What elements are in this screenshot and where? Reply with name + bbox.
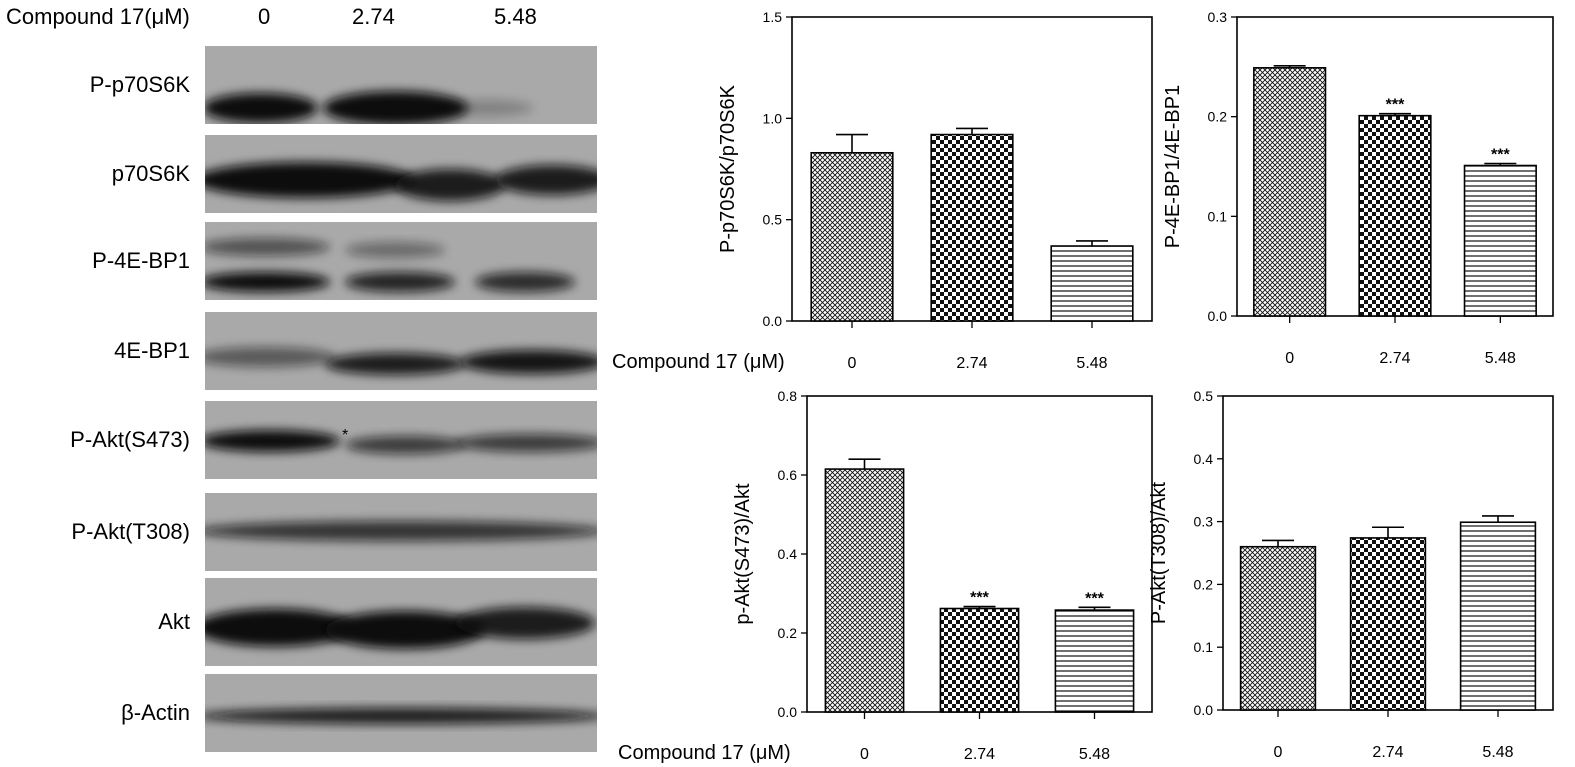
blot-strip	[205, 46, 597, 124]
bar	[1459, 521, 1537, 711]
y-tick-label: 0.0	[1194, 702, 1214, 718]
blot-band	[395, 169, 505, 201]
blot-band	[325, 353, 465, 375]
blot-strip	[205, 674, 597, 752]
significance-annotation: ***	[1386, 97, 1405, 114]
y-tick-label: 0.4	[778, 546, 798, 562]
bar	[930, 133, 1014, 322]
blot-row-label: p70S6K	[111, 161, 190, 186]
significance-annotation: ***	[1085, 590, 1104, 607]
y-tick-label: 0.0	[763, 313, 783, 329]
blot-band	[323, 91, 468, 124]
x-tick-label: 5.48	[1079, 746, 1110, 763]
blot-band	[495, 165, 597, 195]
significance-annotation: ***	[970, 590, 989, 607]
y-tick-label: 1.5	[763, 9, 783, 25]
y-tick-label: 1.0	[763, 110, 783, 126]
blot-band	[205, 347, 335, 367]
blot-lane-label: 5.48	[494, 4, 537, 29]
blot-band	[345, 436, 465, 454]
blot-row-label: P-Akt(S473)	[70, 427, 190, 452]
blot-row-label: 4E-BP1	[114, 338, 190, 363]
x-tick-label: 2.74	[964, 746, 995, 763]
blot-strip	[205, 578, 597, 666]
western-blot-panel: Compound 17(μM) 0 2.74 5.48 P-p70S6K p70S…	[0, 0, 610, 767]
x-tick-label: 2.74	[956, 355, 987, 372]
y-tick-label: 0.5	[763, 212, 783, 228]
blot-row-label: P-4E-BP1	[92, 248, 190, 273]
blot-row-label: β-Actin	[121, 700, 190, 725]
blot-band	[205, 162, 415, 198]
bar	[1463, 164, 1537, 317]
x-tick-label: 5.48	[1076, 355, 1107, 372]
blot-band	[205, 93, 318, 123]
x-tick-label: 5.48	[1482, 744, 1513, 761]
y-tick-label: 0.2	[1208, 109, 1228, 125]
bar	[824, 468, 905, 713]
x-tick-label: 2.74	[1379, 350, 1410, 367]
blot-lane-label: 0	[258, 4, 271, 29]
x-tick-label: 0	[1285, 350, 1294, 367]
y-tick-label: 0.4	[1194, 451, 1214, 467]
x-tick-label: 0	[1274, 744, 1283, 761]
blot-strip	[205, 401, 597, 479]
blot-band	[205, 521, 597, 541]
bar	[1253, 67, 1327, 317]
blot-band	[205, 238, 330, 256]
y-tick-label: 0.3	[1208, 9, 1228, 25]
bar	[1358, 114, 1432, 317]
blot-strip	[205, 222, 597, 300]
y-axis-label: P-4E-BP1/4E-BP1	[1162, 85, 1184, 248]
x-tick-label: 2.74	[1372, 744, 1403, 761]
y-tick-label: 0.2	[1194, 576, 1214, 592]
blot-row-label: P-p70S6K	[89, 72, 190, 97]
blot-band	[325, 610, 485, 649]
blot-band	[475, 272, 575, 292]
bar	[810, 151, 894, 322]
blot-strip	[205, 312, 597, 390]
blot-band	[455, 434, 597, 452]
x-tick-label: 0	[860, 746, 869, 763]
y-tick-label: 0.0	[778, 704, 798, 720]
y-axis-label: P-p70S6K/p70S6K	[717, 84, 739, 253]
blot-band	[345, 242, 445, 258]
y-tick-label: 0.2	[778, 625, 798, 641]
blot-strip	[205, 135, 597, 213]
blot-header-label: Compound 17(μM)	[6, 4, 190, 29]
blot-band	[460, 350, 597, 374]
y-tick-label: 0.8	[778, 388, 798, 404]
blot-band	[455, 607, 595, 640]
x-axis-label: Compound 17 (μM)	[612, 351, 785, 373]
x-tick-label: 5.48	[1485, 350, 1516, 367]
blot-row-label: Akt	[158, 609, 190, 634]
blot-band	[205, 608, 355, 647]
blot-lane-label: 2.74	[352, 4, 395, 29]
x-tick-label: 0	[848, 355, 857, 372]
bar	[1239, 545, 1317, 711]
x-axis-label: Compound 17 (μM)	[618, 742, 791, 764]
blot-marker: *	[342, 427, 349, 444]
blot-band	[205, 430, 340, 452]
y-tick-label: 0.1	[1208, 208, 1228, 224]
bar	[1054, 609, 1135, 713]
blot-band	[205, 272, 330, 292]
y-tick-label: 0.0	[1208, 308, 1228, 324]
y-axis-label: P-Akt(T308)/Akt	[1148, 481, 1170, 624]
blot-band	[205, 708, 597, 724]
significance-annotation: ***	[1491, 147, 1510, 164]
y-tick-label: 0.6	[778, 467, 798, 483]
blot-strip	[205, 493, 597, 571]
bar	[1349, 537, 1427, 711]
bar	[1050, 245, 1134, 322]
y-tick-label: 0.1	[1194, 639, 1214, 655]
bar	[939, 607, 1020, 713]
blot-band	[443, 100, 533, 116]
y-tick-label: 0.5	[1194, 388, 1214, 404]
blot-band	[345, 272, 455, 292]
blot-row-label: P-Akt(T308)	[71, 519, 190, 544]
y-tick-label: 0.3	[1194, 514, 1214, 530]
y-axis-label: p-Akt(S473)/Akt	[732, 483, 754, 625]
